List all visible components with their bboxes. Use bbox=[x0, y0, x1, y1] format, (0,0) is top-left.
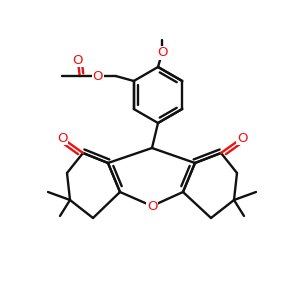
Text: O: O bbox=[57, 131, 67, 145]
Text: O: O bbox=[73, 53, 83, 67]
Text: O: O bbox=[157, 46, 167, 59]
Text: O: O bbox=[92, 70, 103, 83]
Text: O: O bbox=[237, 131, 247, 145]
Text: O: O bbox=[147, 200, 157, 212]
